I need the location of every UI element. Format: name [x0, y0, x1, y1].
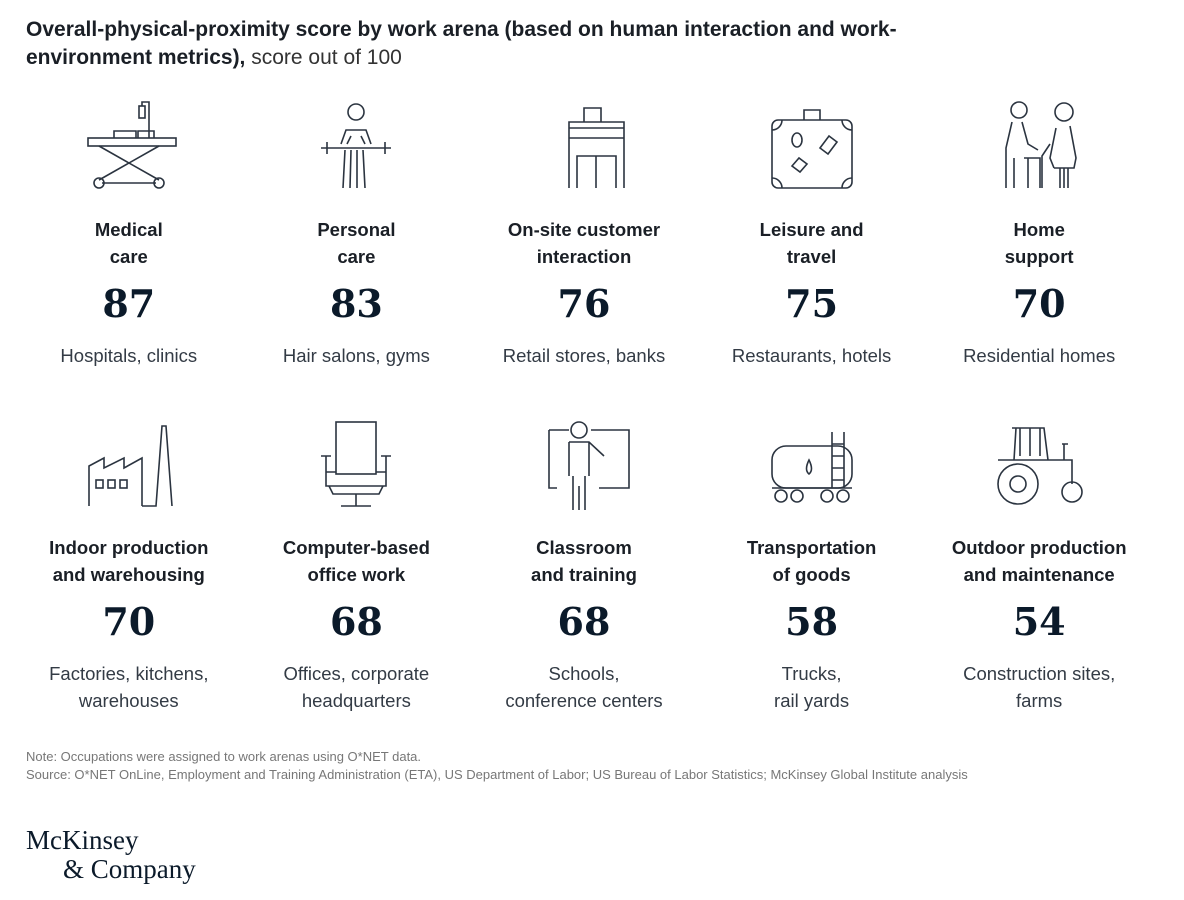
footnotes: Note: Occupations were assigned to work …	[26, 748, 968, 784]
arena-score: 75	[785, 281, 839, 326]
arena-examples: Retail stores, banks	[502, 345, 666, 366]
arena-card: Personal care 83 Hair salons, gyms	[243, 98, 471, 416]
tractor-icon	[984, 416, 1094, 512]
arena-card: Classroom and training 68 Schools, confere…	[470, 416, 698, 734]
arena-grid: Medical care 87 Hospitals, clinics Personal…	[15, 98, 1153, 734]
arena-examples: Offices, corporate headquarters	[283, 663, 430, 711]
arena-card: Leisure and travel 75 Restaurants, hotels	[698, 98, 926, 416]
arena-examples: Hair salons, gyms	[282, 345, 430, 366]
arena-name: Indoor production and warehousing	[49, 537, 209, 585]
arena-card: Transportation of goods 58 Trucks, rail ya…	[698, 416, 926, 734]
arena-examples: Hospitals, clinics	[60, 345, 198, 366]
arena-score: 54	[1012, 599, 1066, 644]
arena-card: Medical care 87 Hospitals, clinics	[15, 98, 243, 416]
arena-card: Computer-based office work 68 Offices, cor…	[243, 416, 471, 734]
arena-score: 70	[1012, 281, 1066, 326]
arena-card: Home support 70 Residential homes	[925, 98, 1153, 416]
factory-icon	[74, 416, 184, 512]
suitcase-icon	[757, 98, 867, 194]
arena-score: 83	[329, 281, 383, 326]
arena-score: 70	[102, 599, 156, 644]
arena-name: Home support	[1004, 219, 1074, 267]
arena-name: Personal care	[317, 219, 396, 267]
arena-name: Transportation of goods	[746, 537, 877, 585]
arena-card: Outdoor production and maintenance 54 Cons…	[925, 416, 1153, 734]
arena-examples: Construction sites, farms	[963, 663, 1116, 711]
logo-line-2: & Company	[63, 854, 196, 884]
arena-score: 87	[102, 281, 156, 326]
title-bold: Overall-physical-proximity score by work…	[26, 18, 897, 69]
arena-name: Outdoor production and maintenance	[951, 537, 1127, 585]
arena-examples: Residential homes	[963, 345, 1116, 366]
mckinsey-logo: McKinsey & Company	[26, 826, 196, 884]
arena-name: Classroom and training	[531, 537, 637, 585]
chart-title: Overall-physical-proximity score by work…	[26, 16, 926, 72]
note-text: Note: Occupations were assigned to work …	[26, 749, 422, 764]
arena-name: Leisure and travel	[759, 219, 864, 267]
arena-card: On-site customer interaction 76 Retail sto…	[470, 98, 698, 416]
arena-score: 76	[557, 281, 611, 326]
arena-name: Medical care	[94, 219, 163, 267]
arena-examples: Factories, kitchens, warehouses	[49, 663, 209, 711]
arena-name: On-site customer interaction	[507, 219, 661, 267]
hospital-bed-icon	[74, 98, 184, 194]
arena-card: Indoor production and warehousing 70 Facto…	[15, 416, 243, 734]
storefront-icon	[529, 98, 639, 194]
arena-examples: Trucks, rail yards	[774, 663, 850, 711]
arena-name: Computer-based office work	[282, 537, 430, 585]
arena-score: 68	[557, 599, 611, 644]
office-chair-icon	[301, 416, 411, 512]
arena-examples: Restaurants, hotels	[731, 345, 892, 366]
caregiver-icon	[984, 98, 1094, 194]
logo-line-1: McKinsey	[26, 825, 139, 855]
teacher-board-icon	[529, 416, 639, 512]
arena-score: 58	[785, 599, 839, 644]
arena-examples: Schools, conference centers	[505, 663, 663, 711]
salon-client-icon	[301, 98, 411, 194]
source-text: Source: O*NET OnLine, Employment and Tra…	[26, 767, 968, 782]
title-unit: score out of 100	[245, 46, 402, 69]
tanker-railcar-icon	[757, 416, 867, 512]
arena-score: 68	[329, 599, 383, 644]
